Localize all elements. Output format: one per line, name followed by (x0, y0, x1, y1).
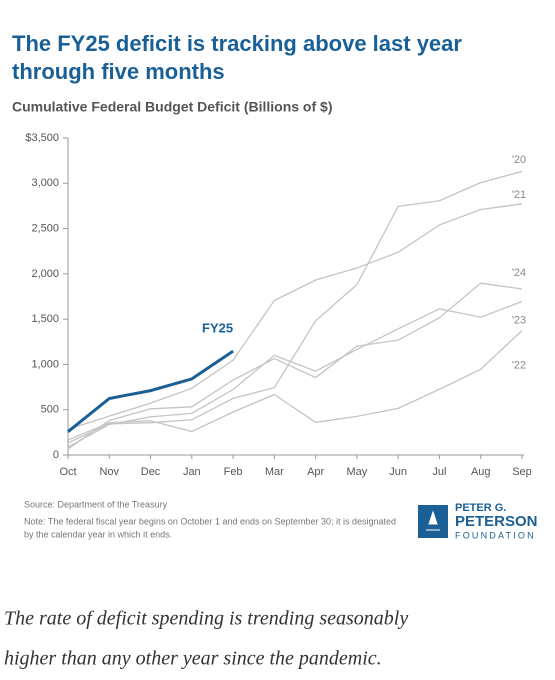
y-tick-label: $3,500 (25, 132, 59, 144)
series-line (67, 329, 523, 441)
y-tick-label: 500 (41, 404, 59, 416)
series-line (67, 349, 234, 433)
logo-text: FOUNDATION (455, 530, 536, 540)
logo-text: PETER G. (455, 502, 506, 514)
x-tick-label: Mar (265, 466, 284, 478)
logo-text: PETERSON (455, 513, 538, 530)
chart-title: The FY25 deficit is tracking above last … (12, 31, 462, 84)
y-tick-label: 1,000 (31, 358, 59, 370)
series-line (67, 300, 523, 448)
y-tick-label: 0 (53, 449, 59, 461)
caption: The rate of deficit spending is trending… (4, 608, 408, 630)
y-tick-label: 1,500 (31, 313, 59, 325)
series-label: '23 (512, 314, 526, 326)
x-tick-label: Oct (59, 466, 76, 478)
series-label: '21 (512, 189, 526, 201)
x-tick-label: Jun (389, 466, 407, 478)
chart-subtitle: Cumulative Federal Budget Deficit (Billi… (12, 99, 332, 115)
x-tick-label: Sep (512, 466, 532, 478)
series-label: '22 (512, 359, 526, 371)
series-line (67, 203, 523, 430)
x-tick-label: Nov (99, 466, 119, 478)
series-label: '24 (512, 267, 526, 279)
x-tick-label: Apr (307, 466, 324, 478)
note: Note: The federal fiscal year begins on … (24, 516, 396, 526)
x-tick-label: Dec (141, 466, 161, 478)
series-label: '20 (512, 154, 526, 166)
y-tick-label: 2,000 (31, 268, 59, 280)
source: Source: Department of the Treasury (24, 499, 168, 509)
caption: higher than any other year since the pan… (4, 648, 382, 670)
x-tick-label: Jan (183, 466, 201, 478)
y-tick-label: 2,500 (31, 222, 59, 234)
x-tick-label: Feb (224, 466, 243, 478)
note: by the calendar year in which it ends. (24, 529, 172, 539)
y-tick-label: 3,000 (31, 177, 59, 189)
x-tick-label: Aug (471, 466, 491, 478)
series-line (67, 170, 523, 444)
logo-torch (426, 510, 440, 531)
title-line: The FY25 deficit is tracking above last … (12, 31, 462, 56)
series-label: FY25 (202, 321, 233, 336)
title-line: through five months (12, 59, 225, 84)
series-line (67, 282, 523, 450)
x-tick-label: Jul (432, 466, 446, 478)
x-tick-label: May (347, 466, 368, 478)
